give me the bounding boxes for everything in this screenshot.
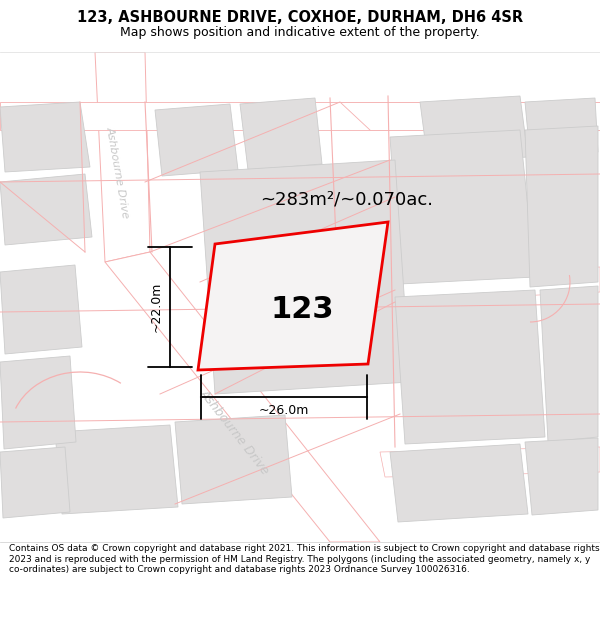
- Polygon shape: [395, 290, 545, 444]
- Polygon shape: [390, 267, 600, 302]
- Polygon shape: [175, 415, 292, 504]
- Polygon shape: [380, 447, 600, 477]
- Polygon shape: [390, 130, 535, 284]
- Polygon shape: [420, 96, 528, 163]
- Text: ~283m²/~0.070ac.: ~283m²/~0.070ac.: [260, 191, 433, 209]
- Text: ~22.0m: ~22.0m: [149, 282, 163, 332]
- Polygon shape: [340, 102, 600, 130]
- Text: 123: 123: [271, 296, 334, 324]
- Polygon shape: [0, 356, 76, 449]
- Text: 123, ASHBOURNE DRIVE, COXHOE, DURHAM, DH6 4SR: 123, ASHBOURNE DRIVE, COXHOE, DURHAM, DH…: [77, 11, 523, 26]
- Polygon shape: [155, 104, 238, 176]
- Polygon shape: [525, 98, 598, 156]
- Polygon shape: [240, 98, 322, 170]
- Polygon shape: [105, 252, 380, 542]
- Text: Contains OS data © Crown copyright and database right 2021. This information is : Contains OS data © Crown copyright and d…: [9, 544, 599, 574]
- Polygon shape: [0, 174, 92, 245]
- Polygon shape: [0, 102, 90, 172]
- Polygon shape: [198, 222, 388, 370]
- Text: Ashbourne Drive: Ashbourne Drive: [198, 387, 272, 477]
- Polygon shape: [525, 126, 598, 287]
- Polygon shape: [0, 102, 600, 130]
- Polygon shape: [95, 52, 150, 262]
- Polygon shape: [200, 160, 410, 394]
- Polygon shape: [55, 425, 178, 514]
- Polygon shape: [0, 265, 82, 354]
- Text: Ashbourne Drive: Ashbourne Drive: [105, 125, 131, 219]
- Polygon shape: [0, 447, 70, 518]
- Text: ~26.0m: ~26.0m: [259, 404, 309, 416]
- Polygon shape: [540, 286, 598, 442]
- Polygon shape: [390, 444, 528, 522]
- Polygon shape: [525, 438, 598, 515]
- Text: Map shows position and indicative extent of the property.: Map shows position and indicative extent…: [120, 26, 480, 39]
